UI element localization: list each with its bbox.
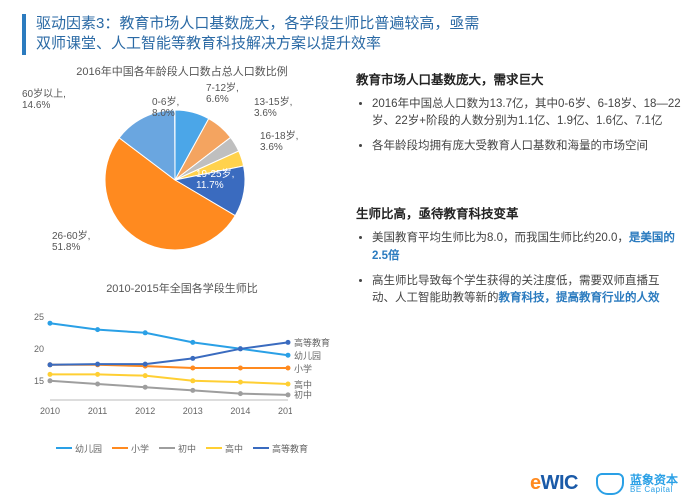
legend-swatch [56, 447, 72, 449]
legend-item: 高中 [206, 442, 243, 455]
section2-bullet-1: 美国教育平均生师比为8.0，而我国生师比约20.0，是美国的2.5倍 [372, 230, 682, 265]
series-end-label: 幼儿园 [294, 349, 321, 362]
ewic-logo: eWIC [530, 472, 578, 495]
series-marker [48, 362, 53, 367]
section2-bullet-1-text: 美国教育平均生师比为8.0，而我国生师比约20.0， [372, 232, 629, 244]
x-tick-label: 2013 [183, 406, 203, 416]
y-tick-label: 20 [34, 343, 44, 353]
series-line [50, 342, 288, 364]
series-marker [190, 339, 195, 344]
series-line [50, 323, 288, 355]
series-marker [48, 371, 53, 376]
series-marker [238, 391, 243, 396]
title-line-1: 驱动因素3：教育市场人口基数庞大，各学段生师比普遍较高，亟需 [36, 14, 682, 34]
series-marker [286, 392, 291, 397]
legend-item: 幼儿园 [56, 442, 102, 455]
footer-logos: eWIC 蓝象资本 BE Capital [530, 472, 678, 495]
section1-bullet-1: 2016年中国总人口数为13.7亿，其中0-6岁、6-18岁、18—22岁、22… [372, 96, 682, 131]
series-marker [95, 361, 100, 366]
x-tick-label: 2010 [40, 406, 60, 416]
section1-heading: 教育市场人口基数庞大，需求巨大 [356, 69, 682, 88]
section2-bullets: 美国教育平均生师比为8.0，而我国生师比约20.0，是美国的2.5倍 高生师比导… [356, 230, 682, 307]
pie-slice-label: 16-18岁,3.6% [260, 131, 298, 153]
section2-bullet-2-highlight: 教育科技，提高教育行业的人效 [499, 292, 660, 304]
be-capital-en: BE Capital [630, 486, 678, 494]
x-tick-label: 2015 [278, 406, 292, 416]
legend-label: 初中 [178, 442, 196, 455]
legend-label: 幼儿园 [75, 442, 102, 455]
series-marker [238, 365, 243, 370]
line-chart-title: 2010-2015年全国各学段生师比 [22, 280, 342, 296]
x-tick-label: 2011 [88, 406, 107, 416]
x-tick-label: 2012 [135, 406, 155, 416]
slide-title: 驱动因素3：教育市场人口基数庞大，各学段生师比普遍较高，亟需 双师课堂、人工智能… [22, 14, 682, 55]
series-marker [143, 330, 148, 335]
legend-item: 初中 [159, 442, 196, 455]
series-marker [190, 378, 195, 383]
pie-slice-label: 0-6岁,8.0% [152, 97, 179, 119]
series-marker [95, 327, 100, 332]
be-capital-logo: 蓝象资本 BE Capital [596, 473, 678, 495]
ewic-logo-e: e [530, 472, 541, 494]
series-end-label: 初中 [294, 388, 312, 401]
series-marker [286, 352, 291, 357]
legend-label: 高中 [225, 442, 243, 455]
section2-heading: 生师比高，亟待教育科技变革 [356, 203, 682, 222]
series-marker [143, 361, 148, 366]
series-marker [48, 320, 53, 325]
section1-bullet-2: 各年龄段均拥有庞大受教育人口基数和海量的市场空间 [372, 138, 682, 155]
y-tick-label: 25 [34, 311, 44, 321]
legend-label: 高等教育 [272, 442, 308, 455]
ewic-logo-rest: WIC [541, 472, 578, 494]
pie-slice-label: 13-15岁,3.6% [254, 97, 292, 119]
y-tick-label: 15 [34, 375, 44, 385]
series-marker [190, 355, 195, 360]
be-capital-cn: 蓝象资本 [630, 474, 678, 486]
series-marker [48, 378, 53, 383]
legend-swatch [206, 447, 222, 449]
pie-slice-label: 26-60岁,51.8% [52, 231, 90, 253]
legend-item: 高等教育 [253, 442, 308, 455]
series-marker [286, 339, 291, 344]
series-marker [286, 365, 291, 370]
legend-label: 小学 [131, 442, 149, 455]
x-tick-label: 2014 [230, 406, 250, 416]
pie-chart-title: 2016年中国各年龄段人口数占总人口数比例 [22, 63, 342, 79]
line-chart: 15 20 25 2010 2011 2012 2013 2014 2015 高等教育幼儿园小学… [22, 298, 342, 438]
series-marker [95, 381, 100, 386]
legend-swatch [159, 447, 175, 449]
series-marker [238, 379, 243, 384]
pie-chart: 0-6岁,8.0% 7-12岁,6.6% 13-15岁,3.6% 16-18岁,3.6… [22, 81, 342, 276]
series-end-label: 小学 [294, 362, 312, 375]
series-marker [95, 371, 100, 376]
series-marker [238, 346, 243, 351]
be-capital-mark-icon [596, 473, 624, 495]
legend-swatch [112, 447, 128, 449]
series-marker [143, 384, 148, 389]
pie-slice-label: 19-25岁,11.7% [196, 169, 234, 191]
series-marker [143, 373, 148, 378]
series-marker [190, 365, 195, 370]
title-line-2: 双师课堂、人工智能等教育科技解决方案以提升效率 [36, 34, 682, 54]
section2-bullet-2: 高生师比导致每个学生获得的关注度低，需要双师直播互动、人工智能助教等新的教育科技… [372, 273, 682, 308]
line-chart-legend: 幼儿园 小学 初中 高中 高等教育 [22, 442, 342, 455]
pie-slice-label: 7-12岁,6.6% [206, 83, 239, 105]
series-marker [190, 387, 195, 392]
section1-bullets: 2016年中国总人口数为13.7亿，其中0-6岁、6-18岁、18—22岁、22… [356, 96, 682, 156]
legend-swatch [253, 447, 269, 449]
series-marker [286, 381, 291, 386]
series-end-label: 高等教育 [294, 336, 330, 349]
legend-item: 小学 [112, 442, 149, 455]
pie-slice-label: 60岁以上,14.6% [22, 89, 66, 111]
